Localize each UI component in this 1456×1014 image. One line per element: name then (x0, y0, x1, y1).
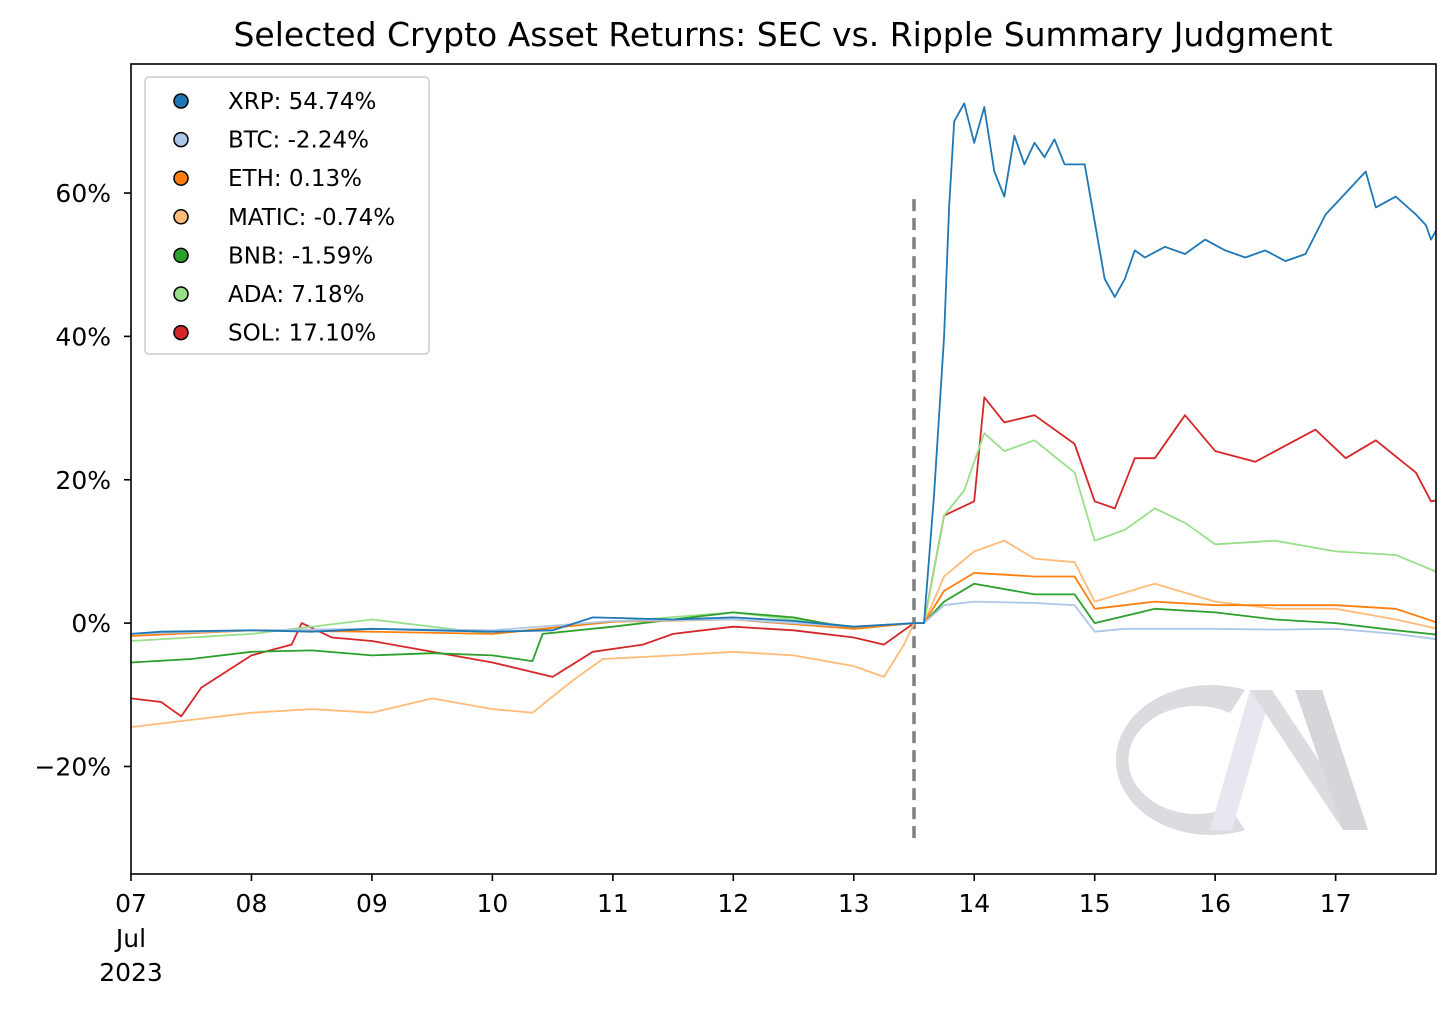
x-tick-label: 16 (1199, 889, 1231, 918)
chart-title: Selected Crypto Asset Returns: SEC vs. R… (233, 15, 1332, 54)
series-line-ada (130, 432, 1437, 642)
series-line-matic (130, 539, 1437, 728)
legend-label: MATIC: -0.74% (228, 205, 395, 231)
x-tick-label: 08 (236, 889, 268, 918)
series-line-xrp (130, 102, 1437, 635)
legend-marker (173, 131, 189, 148)
legend-box (144, 76, 430, 355)
legend-marker (173, 324, 189, 341)
x-tick-label: 17 (1320, 889, 1352, 918)
legend-marker (173, 286, 189, 302)
x-tick-label: 07 (115, 889, 147, 918)
legend-marker (173, 247, 189, 264)
x-tick-label: 11 (597, 889, 629, 918)
y-tick-label: −20% (34, 752, 111, 781)
watermark-m-left-stroke (1210, 690, 1272, 830)
x-tick-label: 10 (476, 889, 508, 918)
legend-label: BNB: -1.59% (228, 243, 373, 269)
legend-marker (173, 170, 189, 186)
series-line-sol (130, 396, 1437, 718)
y-tick-label: 40% (55, 322, 111, 351)
x-tick-label: 12 (717, 889, 749, 918)
legend-label: ADA: 7.18% (228, 282, 365, 308)
x-tick-label: 09 (356, 889, 388, 918)
y-tick-label: 60% (55, 179, 111, 208)
x-tick-label: 15 (1079, 889, 1111, 918)
x-axis: 07 Jul 2023 08 09 10 11 12 13 14 15 16 17 (99, 874, 1352, 987)
watermark-m-right-leg (1295, 690, 1368, 830)
series-line-btc (130, 600, 1437, 641)
series-line-eth (130, 572, 1437, 637)
x-tick-label: 13 (838, 889, 870, 918)
legend-label: BTC: -2.24% (228, 128, 369, 154)
cm-watermark-logo (1115, 685, 1368, 835)
x-tick-month-label: Jul (114, 924, 146, 953)
y-tick-label: 20% (55, 466, 111, 495)
x-tick-year-label: 2023 (99, 958, 163, 987)
plot-frame (130, 63, 1437, 875)
legend-label: XRP: 54.74% (228, 89, 376, 115)
legend-marker (173, 209, 189, 225)
series-layer (130, 102, 1437, 728)
legend-label: ETH: 0.13% (228, 166, 362, 192)
legend-label: SOL: 17.10% (228, 321, 376, 347)
y-tick-label: 0% (71, 609, 111, 638)
legend-marker (173, 93, 189, 109)
y-axis: −20% 0% 20% 40% 60% (34, 179, 131, 781)
x-tick-label: 14 (958, 889, 990, 918)
legend: XRP: 54.74% BTC: -2.24% ETH: 0.13% MATIC: -… (144, 76, 430, 355)
